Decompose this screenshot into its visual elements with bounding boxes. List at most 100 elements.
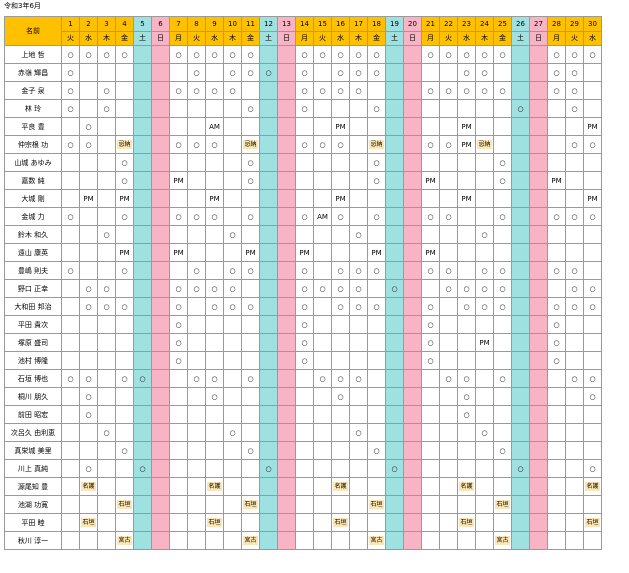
schedule-cell[interactable]: ○ xyxy=(61,45,80,64)
schedule-cell[interactable]: ○ xyxy=(295,279,314,298)
schedule-cell[interactable] xyxy=(421,513,440,532)
schedule-cell[interactable] xyxy=(241,117,260,136)
schedule-cell[interactable] xyxy=(547,99,566,118)
schedule-cell[interactable]: ○ xyxy=(457,387,476,406)
schedule-cell[interactable] xyxy=(259,135,278,154)
schedule-cell[interactable] xyxy=(187,495,206,514)
schedule-cell[interactable]: ○ xyxy=(475,225,494,244)
schedule-cell[interactable]: ○ xyxy=(439,261,458,280)
schedule-cell[interactable] xyxy=(151,531,170,550)
schedule-cell[interactable] xyxy=(115,63,134,82)
schedule-cell[interactable] xyxy=(457,333,476,352)
schedule-cell[interactable]: AM xyxy=(205,117,224,136)
schedule-cell[interactable] xyxy=(583,405,602,424)
schedule-cell[interactable] xyxy=(151,333,170,352)
schedule-cell[interactable] xyxy=(349,153,368,172)
schedule-cell[interactable]: ○ xyxy=(79,405,98,424)
schedule-cell[interactable] xyxy=(565,315,584,334)
schedule-cell[interactable] xyxy=(133,423,152,442)
schedule-cell[interactable] xyxy=(583,423,602,442)
schedule-cell[interactable]: ○ xyxy=(223,81,242,100)
schedule-cell[interactable] xyxy=(439,171,458,190)
schedule-cell[interactable] xyxy=(205,405,224,424)
schedule-cell[interactable]: ○ xyxy=(331,369,350,388)
schedule-cell[interactable] xyxy=(367,81,386,100)
schedule-cell[interactable] xyxy=(565,477,584,496)
schedule-cell[interactable] xyxy=(385,207,404,226)
schedule-cell[interactable] xyxy=(565,153,584,172)
schedule-cell[interactable] xyxy=(241,423,260,442)
schedule-cell[interactable] xyxy=(421,495,440,514)
schedule-cell[interactable] xyxy=(223,153,242,172)
schedule-cell[interactable] xyxy=(115,225,134,244)
schedule-cell[interactable] xyxy=(439,513,458,532)
schedule-cell[interactable] xyxy=(79,423,98,442)
schedule-cell[interactable] xyxy=(511,81,530,100)
schedule-cell[interactable] xyxy=(331,171,350,190)
schedule-cell[interactable]: ○ xyxy=(349,261,368,280)
schedule-cell[interactable] xyxy=(421,189,440,208)
schedule-cell[interactable] xyxy=(313,351,332,370)
schedule-cell[interactable] xyxy=(583,333,602,352)
schedule-cell[interactable] xyxy=(385,153,404,172)
schedule-cell[interactable]: ○ xyxy=(583,369,602,388)
schedule-cell[interactable] xyxy=(331,405,350,424)
schedule-cell[interactable]: PM xyxy=(115,189,134,208)
schedule-cell[interactable]: PM xyxy=(475,333,494,352)
schedule-cell[interactable]: ○ xyxy=(97,81,116,100)
schedule-cell[interactable] xyxy=(79,81,98,100)
schedule-cell[interactable] xyxy=(277,207,296,226)
schedule-cell[interactable] xyxy=(151,99,170,118)
schedule-cell[interactable]: ○ xyxy=(169,333,188,352)
schedule-cell[interactable] xyxy=(331,333,350,352)
schedule-cell[interactable] xyxy=(259,207,278,226)
schedule-cell[interactable] xyxy=(133,333,152,352)
schedule-cell[interactable] xyxy=(313,477,332,496)
schedule-cell[interactable] xyxy=(313,495,332,514)
schedule-cell[interactable] xyxy=(421,117,440,136)
schedule-cell[interactable] xyxy=(385,243,404,262)
schedule-cell[interactable] xyxy=(493,315,512,334)
schedule-cell[interactable] xyxy=(475,477,494,496)
schedule-cell[interactable]: ○ xyxy=(79,297,98,316)
schedule-cell[interactable]: ○ xyxy=(457,297,476,316)
schedule-cell[interactable] xyxy=(115,387,134,406)
schedule-cell[interactable] xyxy=(259,297,278,316)
schedule-cell[interactable]: ○ xyxy=(565,63,584,82)
schedule-cell[interactable] xyxy=(421,531,440,550)
schedule-cell[interactable]: ○ xyxy=(457,63,476,82)
schedule-cell[interactable] xyxy=(223,477,242,496)
schedule-cell[interactable] xyxy=(511,441,530,460)
schedule-cell[interactable] xyxy=(61,405,80,424)
schedule-cell[interactable] xyxy=(331,243,350,262)
schedule-cell[interactable] xyxy=(313,423,332,442)
schedule-cell[interactable]: ○ xyxy=(493,81,512,100)
schedule-cell[interactable] xyxy=(367,117,386,136)
schedule-cell[interactable] xyxy=(529,369,548,388)
schedule-cell[interactable] xyxy=(511,45,530,64)
schedule-cell[interactable] xyxy=(151,477,170,496)
schedule-cell[interactable] xyxy=(421,459,440,478)
schedule-cell[interactable] xyxy=(529,387,548,406)
schedule-cell[interactable]: ○ xyxy=(97,297,116,316)
schedule-cell[interactable] xyxy=(259,369,278,388)
schedule-cell[interactable]: ○ xyxy=(187,81,206,100)
schedule-cell[interactable]: ○ xyxy=(421,45,440,64)
schedule-cell[interactable] xyxy=(529,351,548,370)
schedule-cell[interactable]: PM xyxy=(241,243,260,262)
schedule-cell[interactable] xyxy=(133,297,152,316)
schedule-cell[interactable]: ○ xyxy=(547,351,566,370)
schedule-cell[interactable] xyxy=(403,423,422,442)
schedule-cell[interactable] xyxy=(241,351,260,370)
schedule-cell[interactable] xyxy=(187,459,206,478)
schedule-cell[interactable] xyxy=(439,225,458,244)
schedule-cell[interactable] xyxy=(313,315,332,334)
schedule-cell[interactable] xyxy=(169,405,188,424)
schedule-cell[interactable]: ○ xyxy=(79,459,98,478)
schedule-cell[interactable]: ○ xyxy=(313,45,332,64)
schedule-cell[interactable] xyxy=(475,459,494,478)
schedule-cell[interactable] xyxy=(151,459,170,478)
schedule-cell[interactable] xyxy=(385,297,404,316)
schedule-cell[interactable] xyxy=(583,63,602,82)
schedule-cell[interactable] xyxy=(475,513,494,532)
